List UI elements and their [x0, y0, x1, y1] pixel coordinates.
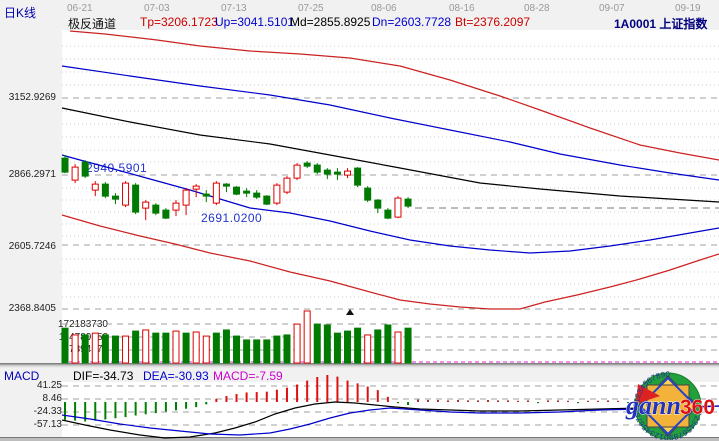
price-axis-label: 3152.9269 [8, 92, 56, 103]
x-axis-date: 07-13 [221, 3, 247, 14]
price-annotation-low: 2691.0200 [201, 211, 263, 225]
symbol-name: 1A0001 上证指数 [614, 17, 708, 31]
channel-bt-value: Bt=2376.2097 [455, 15, 531, 29]
macd-dif-value: DIF=-34.73 [73, 369, 134, 383]
macd-axis-label: 8.46 [42, 393, 62, 404]
volume-axis-label: 57394577 [63, 344, 109, 355]
x-axis-date: 07-25 [298, 3, 324, 14]
indicator-name: 极反通道 [68, 17, 117, 31]
x-axis-date: 08-06 [371, 3, 397, 14]
macd-pane [62, 382, 719, 437]
main-chart-pane [62, 30, 719, 363]
x-axis-date: 06-21 [67, 3, 93, 14]
period-label: 日K线 [4, 6, 37, 20]
bottom-window-edge [0, 437, 719, 441]
volume-axis-label: 114789153 [58, 332, 108, 343]
volume-axis-label: 172183730 [57, 319, 108, 330]
price-axis-label: 2605.7246 [8, 241, 56, 252]
x-axis-date: 07-03 [144, 3, 170, 14]
channel-md-value: Md=2855.8925 [290, 15, 371, 29]
price-axis-label: 2368.8405 [8, 303, 56, 314]
x-axis-date: 09-19 [675, 3, 701, 14]
macd-axis-label: 41.25 [36, 380, 62, 391]
channel-dn-value: Dn=2603.7728 [372, 15, 452, 29]
macd-title: MACD [4, 369, 40, 383]
macd-axis-label: -57.13 [33, 419, 62, 430]
macd-axis-label: -24.33 [33, 406, 62, 417]
macd-value: MACD=-7.59 [213, 369, 283, 383]
x-axis-date: 09-07 [599, 3, 625, 14]
channel-up-value: Up=3041.5101 [215, 15, 295, 29]
macd-dea-value: DEA=-30.93 [143, 369, 209, 383]
x-axis-date: 08-16 [449, 3, 475, 14]
price-annotation-high: 2940.5901 [86, 161, 148, 175]
price-axis-label: 2866.2971 [8, 169, 56, 180]
pane-splitter[interactable] [0, 363, 719, 368]
x-axis-date: 08-28 [524, 3, 550, 14]
channel-tp-value: Tp=3206.1723 [140, 15, 218, 29]
